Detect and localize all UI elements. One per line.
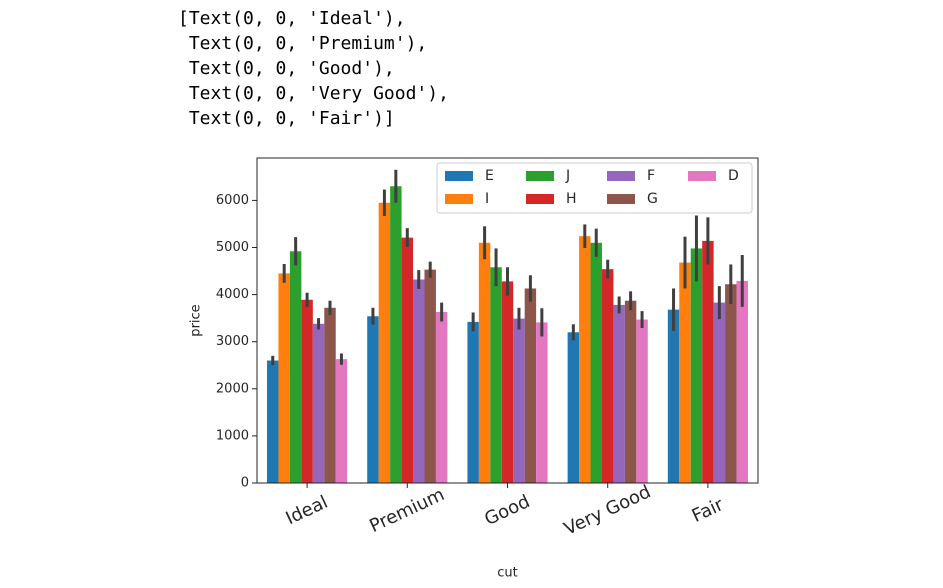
bar <box>679 262 691 483</box>
bar <box>601 269 614 483</box>
x-tick-label: Very Good <box>561 481 654 539</box>
bar <box>702 240 714 483</box>
bar <box>667 309 680 483</box>
y-tick-label: 1000 <box>216 428 249 443</box>
x-tick-label: Ideal <box>283 492 332 530</box>
bar <box>636 319 648 483</box>
y-tick-label: 0 <box>241 476 249 491</box>
bar <box>390 186 402 483</box>
y-tick-label: 6000 <box>216 193 249 208</box>
x-tick-label: Premium <box>366 484 447 537</box>
bar <box>713 302 726 483</box>
bar <box>690 248 703 483</box>
bar <box>401 237 414 483</box>
legend: EI JH FG D <box>436 162 753 214</box>
bar <box>725 284 737 483</box>
x-tick-label: Good <box>481 491 533 530</box>
legend-label: I <box>485 191 489 207</box>
bar <box>501 281 514 483</box>
bar <box>613 304 625 483</box>
x-axis-label: cut <box>497 566 517 581</box>
bar <box>367 316 379 483</box>
bar <box>289 251 302 483</box>
x-tick-label: Fair <box>689 494 728 527</box>
bar <box>590 242 602 483</box>
bar <box>378 202 391 483</box>
bar <box>335 359 348 483</box>
output-line: Text(0, 0, 'Good'), <box>178 58 395 79</box>
y-axis-label: price <box>189 304 204 336</box>
bar <box>312 323 325 483</box>
bar <box>424 269 436 483</box>
bar <box>567 332 580 483</box>
bar <box>536 322 548 483</box>
bar <box>324 307 336 483</box>
legend-swatch <box>526 194 554 204</box>
bar <box>435 312 448 483</box>
bar <box>524 288 537 483</box>
bar <box>278 273 290 483</box>
legend-box <box>436 162 753 214</box>
legend-swatch <box>607 171 635 181</box>
legend-label: H <box>566 191 577 207</box>
output-line: Text(0, 0, 'Premium'), <box>178 33 428 54</box>
legend-swatch <box>526 171 554 181</box>
legend-swatch <box>445 194 473 204</box>
output-line: Text(0, 0, 'Fair')] <box>178 108 395 129</box>
bar <box>579 236 591 483</box>
y-tick-label: 4000 <box>216 287 249 302</box>
bar <box>267 360 279 483</box>
y-tick-label: 2000 <box>216 381 249 396</box>
bar <box>467 321 479 483</box>
bar <box>513 318 525 483</box>
text-output: [Text(0, 0, 'Ideal'), Text(0, 0, 'Premiu… <box>178 6 449 131</box>
y-tick-label: 5000 <box>216 240 249 255</box>
y-tick-label: 3000 <box>216 334 249 349</box>
bar <box>490 267 502 483</box>
legend-swatch <box>688 171 716 181</box>
output-line: Text(0, 0, 'Very Good'), <box>178 83 449 104</box>
bar <box>301 299 313 483</box>
bar <box>413 279 425 483</box>
legend-swatch <box>607 194 635 204</box>
legend-label: G <box>647 191 658 207</box>
plot-frame <box>256 157 759 484</box>
bar <box>478 242 491 483</box>
legend-label: J <box>565 168 570 184</box>
legend-label: F <box>647 168 655 184</box>
output-line: [Text(0, 0, 'Ideal'), <box>178 8 406 29</box>
bar <box>624 300 637 483</box>
bar <box>736 280 748 483</box>
legend-swatch <box>445 171 473 181</box>
legend-label: E <box>485 168 494 184</box>
legend-label: D <box>728 168 739 184</box>
